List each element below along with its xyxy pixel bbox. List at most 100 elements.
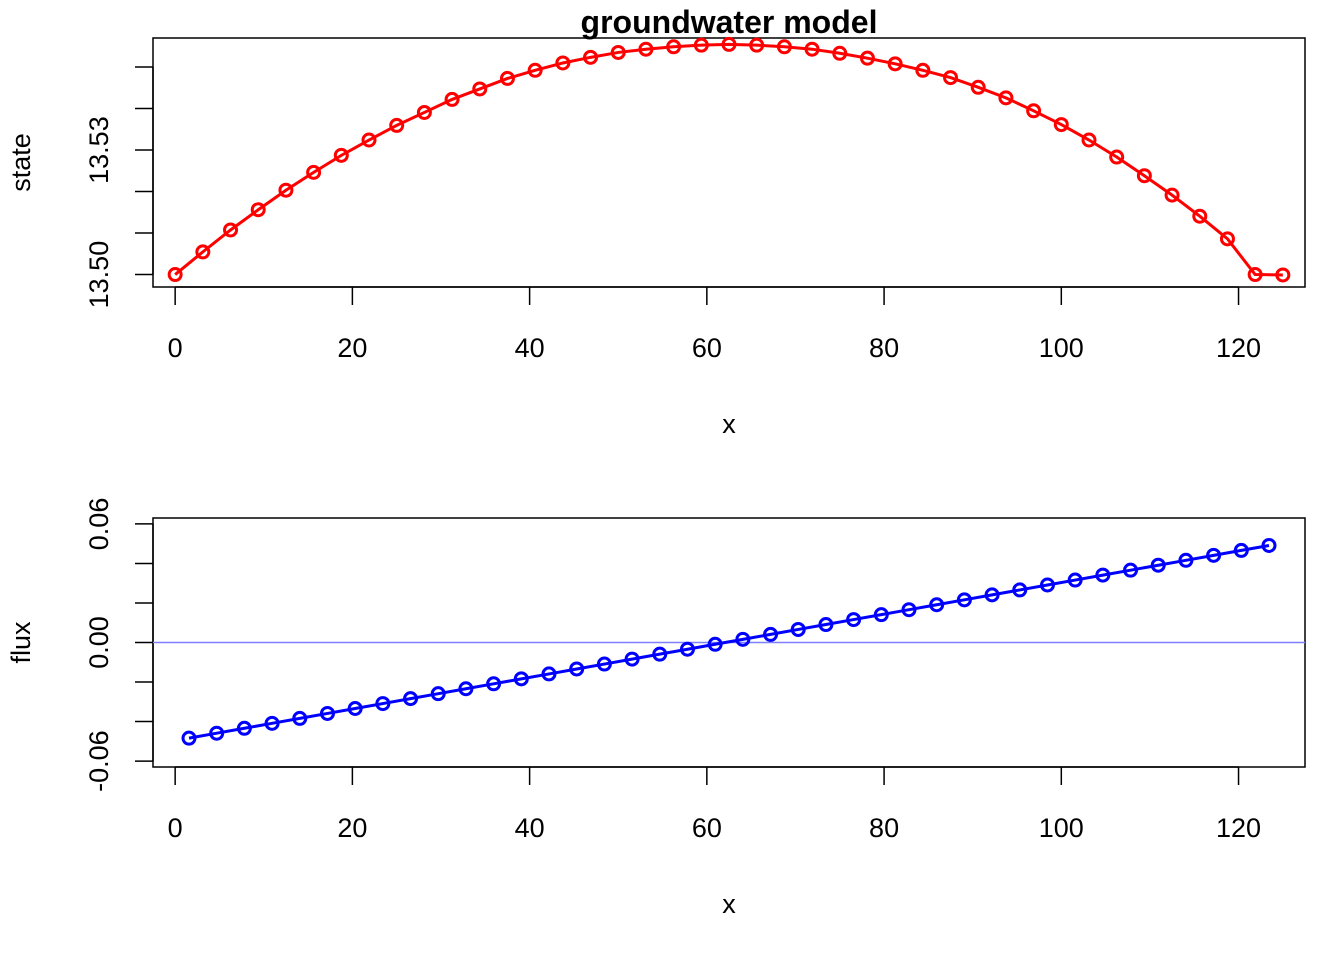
flux-data-point bbox=[901, 602, 917, 618]
flux-data-point bbox=[1095, 567, 1111, 583]
state-data-point bbox=[776, 39, 792, 55]
flux-data-point bbox=[569, 661, 585, 677]
flux-x-axis-label: x bbox=[722, 889, 736, 919]
flux-series-line bbox=[188, 543, 1270, 740]
state-data-point bbox=[527, 62, 543, 78]
state-data-point bbox=[1053, 117, 1069, 133]
flux-data-point bbox=[209, 725, 225, 741]
flux-data-point bbox=[181, 730, 197, 746]
state-data-point bbox=[278, 182, 294, 198]
flux-data-point bbox=[292, 710, 308, 726]
flux-data-point bbox=[1178, 552, 1194, 568]
state-x-tick-label: 40 bbox=[515, 333, 545, 363]
flux-data-point bbox=[624, 651, 640, 667]
flux-data-point bbox=[763, 626, 779, 642]
state-data-point bbox=[693, 37, 709, 53]
state-data-point bbox=[1109, 149, 1125, 165]
flux-data-point bbox=[236, 720, 252, 736]
state-data-point bbox=[943, 70, 959, 86]
flux-data-point bbox=[541, 666, 557, 682]
flux-panel: 0 20 40 60 80 100 120 x -0.06 0.00 0.06 flux bbox=[6, 498, 1306, 919]
flux-y-tick-label: 0.06 bbox=[84, 498, 114, 551]
state-data-point bbox=[1136, 168, 1152, 184]
flux-data-point bbox=[403, 691, 419, 707]
flux-data-point bbox=[375, 696, 391, 712]
state-data-point bbox=[195, 244, 211, 260]
state-data-point bbox=[472, 81, 488, 97]
state-x-tick-label: 120 bbox=[1216, 333, 1261, 363]
flux-x-tick-label: 0 bbox=[168, 813, 183, 843]
state-x-tick-label: 100 bbox=[1039, 333, 1084, 363]
flux-data-point bbox=[873, 607, 889, 623]
flux-data-point bbox=[818, 617, 834, 633]
state-data-point bbox=[1164, 187, 1180, 203]
flux-data-point bbox=[679, 641, 695, 657]
state-data-point bbox=[499, 70, 515, 86]
flux-y-axis-label: flux bbox=[6, 621, 36, 664]
state-data-point bbox=[859, 50, 875, 66]
state-x-tick-label: 20 bbox=[337, 333, 367, 363]
state-data-point bbox=[583, 49, 599, 65]
state-data-point bbox=[887, 56, 903, 72]
state-data-point bbox=[1247, 267, 1263, 283]
state-x-axis-label: x bbox=[722, 409, 736, 439]
state-data-point bbox=[915, 62, 931, 78]
state-data-point bbox=[666, 39, 682, 55]
state-y-axis-label: state bbox=[6, 133, 36, 192]
chart-title: groundwater model bbox=[581, 4, 878, 40]
flux-data-point bbox=[347, 701, 363, 717]
flux-data-point bbox=[264, 715, 280, 731]
flux-x-tick-label: 60 bbox=[692, 813, 722, 843]
state-data-point bbox=[721, 36, 737, 52]
state-data-point bbox=[998, 90, 1014, 106]
flux-data-point bbox=[735, 631, 751, 647]
state-data-point bbox=[223, 222, 239, 238]
state-data-point bbox=[638, 41, 654, 57]
flux-x-tick-label: 40 bbox=[515, 813, 545, 843]
flux-y-tick-label: 0.00 bbox=[84, 616, 114, 669]
flux-data-point bbox=[652, 646, 668, 662]
state-data-point bbox=[333, 147, 349, 163]
state-data-point bbox=[1192, 208, 1208, 224]
state-data-point bbox=[167, 267, 183, 283]
flux-data-point bbox=[596, 656, 612, 672]
flux-data-point bbox=[846, 612, 862, 628]
state-data-point bbox=[970, 79, 986, 95]
state-data-point bbox=[389, 117, 405, 133]
flux-data-point bbox=[1233, 542, 1249, 558]
flux-data-point bbox=[1067, 572, 1083, 588]
flux-data-point bbox=[319, 705, 335, 721]
state-y-tick-label: 13.53 bbox=[84, 116, 114, 184]
state-y-tick-label: 13.50 bbox=[84, 241, 114, 309]
flux-data-point bbox=[790, 621, 806, 637]
state-panel: 0 20 40 60 80 100 120 x 13.50 13.53 state bbox=[6, 36, 1306, 439]
flux-data-point bbox=[513, 671, 529, 687]
flux-x-tick-label: 20 bbox=[337, 813, 367, 843]
state-data-point bbox=[610, 44, 626, 60]
flux-data-point bbox=[1012, 582, 1028, 598]
flux-y-tick-label: -0.06 bbox=[84, 730, 114, 792]
state-data-point bbox=[749, 37, 765, 53]
flux-data-point bbox=[1150, 557, 1166, 573]
flux-data-point bbox=[929, 597, 945, 613]
state-plot-frame bbox=[152, 37, 1306, 288]
flux-x-tick-label: 100 bbox=[1039, 813, 1084, 843]
flux-data-point bbox=[458, 681, 474, 697]
state-data-point bbox=[1275, 267, 1291, 283]
state-data-point bbox=[250, 202, 266, 218]
flux-data-point bbox=[984, 587, 1000, 603]
flux-data-point bbox=[1039, 577, 1055, 593]
state-data-point bbox=[416, 104, 432, 120]
state-data-point bbox=[1026, 103, 1042, 119]
state-data-point bbox=[1219, 231, 1235, 247]
state-series-line bbox=[174, 42, 1283, 277]
state-data-point bbox=[832, 45, 848, 61]
state-data-point bbox=[1081, 132, 1097, 148]
state-x-tick-label: 0 bbox=[168, 333, 183, 363]
flux-data-point bbox=[1206, 547, 1222, 563]
flux-data-point bbox=[430, 686, 446, 702]
state-data-point bbox=[555, 55, 571, 71]
state-data-point bbox=[361, 132, 377, 148]
flux-data-point bbox=[486, 676, 502, 692]
